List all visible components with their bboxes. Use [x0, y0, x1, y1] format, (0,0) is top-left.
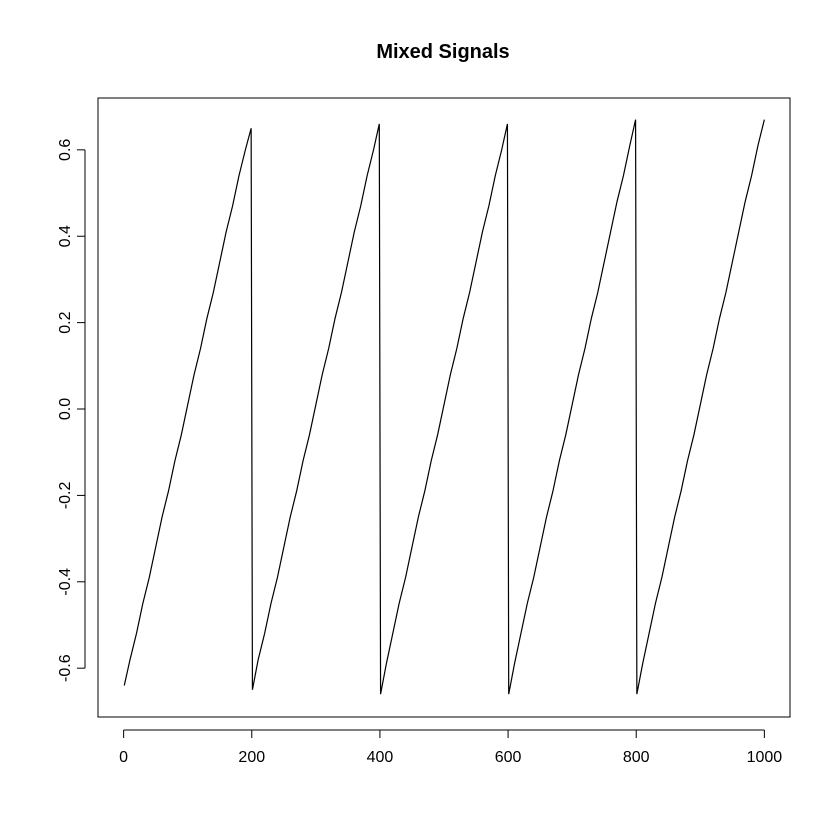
y-tick-label: 0.2: [57, 311, 74, 333]
signal-line: [123, 119, 765, 695]
y-tick-label: 0.6: [57, 139, 74, 161]
x-tick-label: 600: [495, 749, 522, 766]
x-tick-label: 800: [623, 749, 650, 766]
plot-box: [97, 97, 791, 718]
y-tick-label: 0.0: [57, 398, 74, 420]
x-tick-label: 200: [238, 749, 265, 766]
x-tick-label: 0: [119, 749, 128, 766]
y-tick-label: -0.4: [57, 568, 74, 596]
x-tick-label: 400: [367, 749, 394, 766]
y-tick-label: -0.6: [57, 654, 74, 682]
x-tick-label: 1000: [747, 749, 783, 766]
y-tick-label: 0.4: [57, 225, 74, 247]
chart-title: Mixed Signals: [376, 41, 509, 63]
y-tick-label: -0.2: [57, 482, 74, 510]
